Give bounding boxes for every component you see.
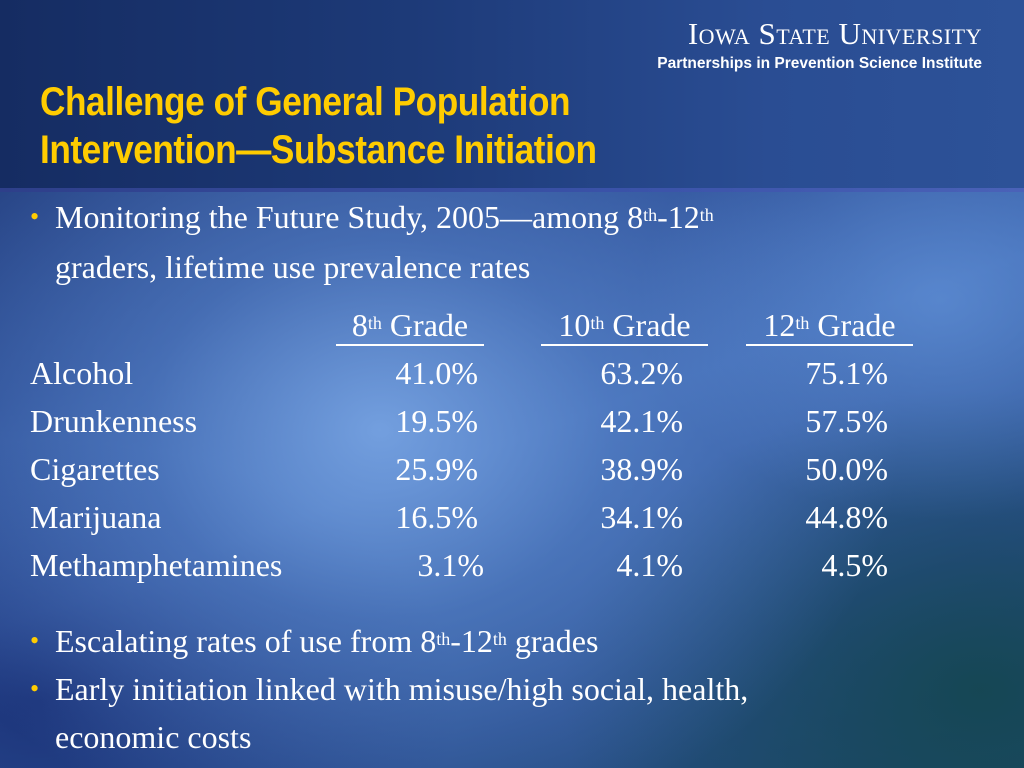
header-num: 12 bbox=[763, 307, 796, 343]
row-substance: Methamphetamines bbox=[30, 547, 283, 583]
bullet-text: -12 bbox=[450, 623, 493, 659]
header-label: Grade bbox=[389, 307, 469, 343]
header-band bbox=[0, 0, 1024, 190]
superscript: th bbox=[367, 313, 382, 333]
superscript: th bbox=[643, 205, 658, 225]
cell-10th: 4.1% bbox=[616, 547, 683, 583]
bullet-early-line2: economic costs bbox=[55, 719, 252, 755]
cell-8th: 16.5% bbox=[395, 499, 478, 535]
superscript: th bbox=[699, 205, 714, 225]
cell-10th: 38.9% bbox=[600, 451, 683, 487]
cell-10th: 63.2% bbox=[600, 355, 683, 391]
bullet-dot: • bbox=[30, 626, 40, 655]
bullet-study-line2: graders, lifetime use prevalence rates bbox=[55, 249, 531, 285]
cell-8th: 25.9% bbox=[395, 451, 478, 487]
bullet-text: Escalating rates of use from 8 bbox=[55, 623, 437, 659]
superscript: th bbox=[795, 313, 810, 333]
bullet-dot: • bbox=[30, 674, 40, 703]
bullet-text: grades bbox=[506, 623, 599, 659]
header-label: Grade bbox=[612, 307, 691, 343]
university-logo: Iowa State University Partnerships in Pr… bbox=[657, 16, 982, 74]
slide-title-line1: Challenge of General Population bbox=[40, 80, 571, 124]
row-substance: Cigarettes bbox=[30, 451, 160, 487]
bullet-dot: • bbox=[30, 202, 40, 231]
logo-subtitle: Partnerships in Prevention Science Insti… bbox=[657, 55, 982, 72]
cell-8th: 19.5% bbox=[395, 403, 478, 439]
bullet-early-line1: Early initiation linked with misuse/high… bbox=[55, 671, 749, 707]
superscript: th bbox=[436, 629, 451, 649]
cell-12th: 44.8% bbox=[805, 499, 888, 535]
bullet-escalating-text: Escalating rates of use from 8th-12th gr… bbox=[55, 616, 598, 666]
table-row: Alcohol 41.0% 63.2% 75.1% bbox=[0, 348, 1024, 398]
cell-12th: 57.5% bbox=[805, 403, 888, 439]
slide-title-line2: Intervention—Substance Initiation bbox=[40, 128, 597, 172]
cell-12th: 50.0% bbox=[805, 451, 888, 487]
column-header-10th-grade: 10th Grade bbox=[541, 300, 708, 346]
row-substance: Marijuana bbox=[30, 499, 162, 535]
bullet-study-text: Monitoring the Future Study, 2005—among … bbox=[55, 199, 644, 235]
slide-title: Challenge of General Population Interven… bbox=[40, 78, 744, 174]
table-row: Cigarettes 25.9% 38.9% 50.0% bbox=[0, 444, 1024, 494]
bullet-study-text: -12 bbox=[657, 199, 700, 235]
header-num: 10 bbox=[558, 307, 591, 343]
cell-12th: 75.1% bbox=[805, 355, 888, 391]
cell-12th: 4.5% bbox=[821, 547, 888, 583]
cell-10th: 34.1% bbox=[600, 499, 683, 535]
row-substance: Drunkenness bbox=[30, 403, 198, 439]
table-row: Methamphetamines 3.1% 4.1% 4.5% bbox=[0, 540, 1024, 590]
superscript: th bbox=[590, 313, 605, 333]
table-row: Drunkenness 19.5% 42.1% 57.5% bbox=[0, 396, 1024, 446]
column-header-8th-grade: 8th Grade bbox=[336, 300, 484, 346]
cell-8th: 41.0% bbox=[395, 355, 478, 391]
header-num: 8 bbox=[351, 307, 368, 343]
header-label: Grade bbox=[817, 307, 896, 343]
row-substance: Alcohol bbox=[30, 355, 134, 391]
bullet-study-line1: Monitoring the Future Study, 2005—among … bbox=[55, 192, 714, 242]
superscript: th bbox=[492, 629, 507, 649]
table-row: Marijuana 16.5% 34.1% 44.8% bbox=[0, 492, 1024, 542]
cell-8th: 3.1% bbox=[417, 547, 484, 583]
logo-name: Iowa State University bbox=[687, 16, 982, 51]
cell-10th: 42.1% bbox=[600, 403, 683, 439]
column-header-12th-grade: 12th Grade bbox=[746, 300, 913, 346]
title-divider bbox=[0, 188, 1024, 192]
